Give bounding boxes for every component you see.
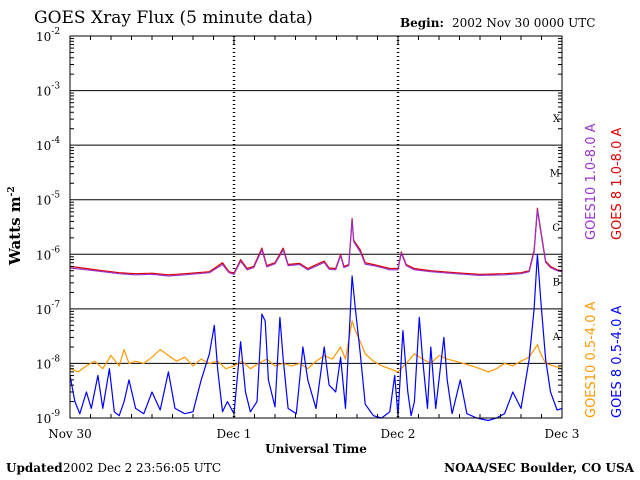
y-tick-exponent: -3 [51,82,60,92]
y-tick-label: 10-5 [36,191,60,208]
legend-entry-0: GOES10 1.0-8.0 A [584,123,599,240]
updated-value: 2002 Dec 2 23:56:05 UTC [63,461,221,475]
begin-value: 2002 Nov 30 0000 UTC [452,16,595,30]
y-tick-base: 10 [36,303,51,317]
x-tick-label: Nov 30 [48,427,92,441]
y-tick-exponent: -8 [51,354,60,364]
y-tick-label: 10-2 [36,27,60,44]
legend: GOES10 1.0-8.0 A GOES 8 1.0-8.0 A GOES10 0… [584,123,625,418]
y-tick-label: 10-8 [36,354,60,371]
y-tick-label: 10-9 [36,409,60,426]
begin-label: Begin: [400,16,444,30]
series-line-3 [69,253,563,422]
series-layer [69,207,563,422]
series-line-0 [69,207,563,276]
y-axis-label-exponent: -2 [7,186,17,196]
y-tick-base: 10 [36,412,51,426]
y-tick-base: 10 [36,139,51,153]
chart-title: GOES Xray Flux (5 minute data) [34,8,313,28]
y-tick-exponent: -4 [51,136,60,146]
x-tick-label: Dec 3 [545,427,580,441]
y-tick-label: 10-6 [36,245,60,262]
x-tick-label: Dec 1 [217,427,252,441]
y-axis-label: Watts m-2 [6,186,24,266]
grid-layer [70,35,562,419]
flare-class-label: C [552,223,560,234]
flare-class-label: B [553,278,560,289]
credit-text: NOAA/SEC Boulder, CO USA [444,461,635,475]
flare-class-label: A [552,332,561,343]
y-tick-base: 10 [36,194,51,208]
y-tick-base: 10 [36,357,51,371]
flare-class-label: X [553,114,561,125]
y-tick-exponent: -6 [51,245,60,255]
x-axis-label: Universal Time [265,442,367,456]
legend-entry-2: GOES10 0.5-4.0 A [584,301,599,418]
y-tick-label: 10-7 [36,300,60,317]
series-line-2 [69,320,563,373]
legend-entry-1: GOES 8 1.0-8.0 A [610,128,625,240]
y-tick-exponent: -9 [51,409,60,419]
x-tick-label: Dec 2 [381,427,416,441]
legend-entry-3: GOES 8 0.5-4.0 A [610,306,625,418]
y-tick-exponent: -7 [51,300,60,310]
y-tick-label: 10-4 [36,136,60,153]
y-tick-label: 10-3 [36,82,60,99]
updated-label: Updated [6,461,63,475]
y-tick-exponent: -5 [51,191,60,201]
y-tick-base: 10 [36,248,51,262]
y-tick-base: 10 [36,30,51,44]
series-line-1 [69,209,563,277]
y-tick-base: 10 [36,85,51,99]
flare-class-label: M [550,168,560,179]
y-tick-exponent: -2 [51,27,60,37]
y-axis-label-text: Watts m [6,196,24,266]
